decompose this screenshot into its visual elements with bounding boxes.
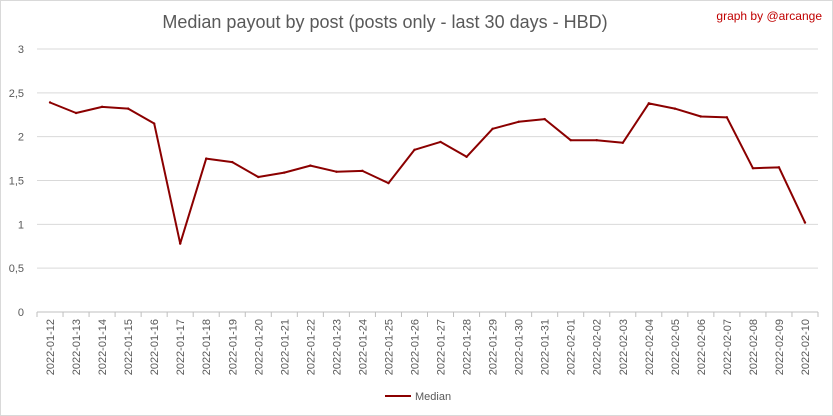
x-tick-label: 2022-01-24 (357, 319, 369, 375)
data-point (517, 120, 520, 123)
data-point (309, 164, 312, 167)
x-tick-label: 2022-02-08 (748, 319, 760, 375)
x-tick-label: 2022-02-10 (800, 319, 812, 375)
grid-layer (37, 48, 818, 313)
data-point (751, 167, 755, 170)
x-tick-label: 2022-02-07 (722, 319, 734, 375)
data-point (387, 181, 390, 185)
series-line-median (49, 101, 806, 245)
x-tick-label: 2022-02-02 (592, 319, 604, 375)
y-tick-layer: 0 0,5 1 1,5 2 2,5 3 (9, 44, 24, 319)
x-tick-label: 2022-01-29 (488, 319, 500, 375)
x-tick-label: 2022-02-05 (670, 319, 682, 375)
x-tick-label: 2022-02-04 (644, 319, 656, 375)
y-tick-label: 1,5 (9, 176, 24, 188)
legend: Median (385, 391, 451, 403)
data-point (595, 138, 598, 142)
data-point (647, 102, 650, 105)
data-point (48, 101, 52, 104)
series-layer (48, 101, 807, 245)
x-tick-label: 2022-02-06 (696, 319, 708, 375)
data-point (543, 117, 546, 121)
x-tick-label: 2022-02-01 (566, 319, 578, 375)
data-point (361, 169, 364, 173)
y-tick-label: 1 (18, 219, 24, 231)
y-tick-label: 3 (18, 44, 24, 56)
x-tick-label: 2022-01-18 (201, 319, 213, 375)
y-tick-label: 0 (18, 307, 24, 319)
data-point (725, 116, 729, 119)
x-tick-label: 2022-01-22 (305, 319, 317, 375)
data-point (491, 127, 494, 130)
data-point (335, 170, 338, 173)
x-tick-layer: 2022-01-12 2022-01-13 2022-01-14 2022-01-15… (36, 312, 819, 375)
data-point (465, 155, 468, 159)
data-point (178, 242, 182, 245)
x-tick-label: 2022-01-31 (540, 319, 552, 375)
x-tick-label: 2022-01-15 (123, 319, 135, 375)
x-tick-label: 2022-02-03 (618, 319, 630, 375)
y-tick-label: 2,5 (9, 88, 24, 100)
x-tick-label: 2022-01-23 (331, 319, 343, 375)
x-tick-label: 2022-01-12 (45, 319, 57, 375)
x-tick-label: 2022-01-19 (227, 319, 239, 375)
data-point (673, 107, 677, 110)
data-point (569, 138, 572, 142)
y-tick-label: 2 (18, 132, 24, 144)
data-point (205, 157, 208, 160)
data-point (621, 141, 624, 145)
data-point (231, 160, 234, 164)
data-point (439, 140, 442, 144)
x-tick-label: 2022-01-27 (436, 319, 448, 375)
x-tick-label: 2022-01-25 (383, 319, 395, 375)
chart-title: Median payout by post (posts only - last… (162, 12, 607, 32)
data-point (803, 221, 807, 224)
data-point (152, 122, 156, 125)
chart-credit: graph by @arcange (716, 9, 822, 23)
x-tick-label: 2022-01-21 (279, 319, 291, 375)
x-tick-label: 2022-01-26 (409, 319, 421, 375)
x-tick-label: 2022-01-13 (71, 319, 83, 375)
x-tick-label: 2022-01-30 (514, 319, 526, 375)
data-point (257, 175, 260, 179)
data-point (413, 148, 416, 152)
x-tick-label: 2022-01-28 (462, 319, 474, 375)
x-tick-label: 2022-01-17 (175, 319, 187, 375)
data-point (699, 115, 703, 118)
y-tick-label: 0,5 (9, 263, 24, 275)
data-point (777, 166, 781, 169)
data-point (74, 111, 78, 115)
data-point (100, 105, 104, 109)
x-tick-label: 2022-01-14 (97, 319, 109, 375)
data-point (126, 107, 130, 110)
legend-label-median: Median (415, 391, 451, 403)
x-tick-label: 2022-01-16 (149, 319, 161, 375)
x-tick-label: 2022-01-20 (253, 319, 265, 375)
x-tick-label: 2022-02-09 (774, 319, 786, 375)
data-point (283, 171, 286, 174)
